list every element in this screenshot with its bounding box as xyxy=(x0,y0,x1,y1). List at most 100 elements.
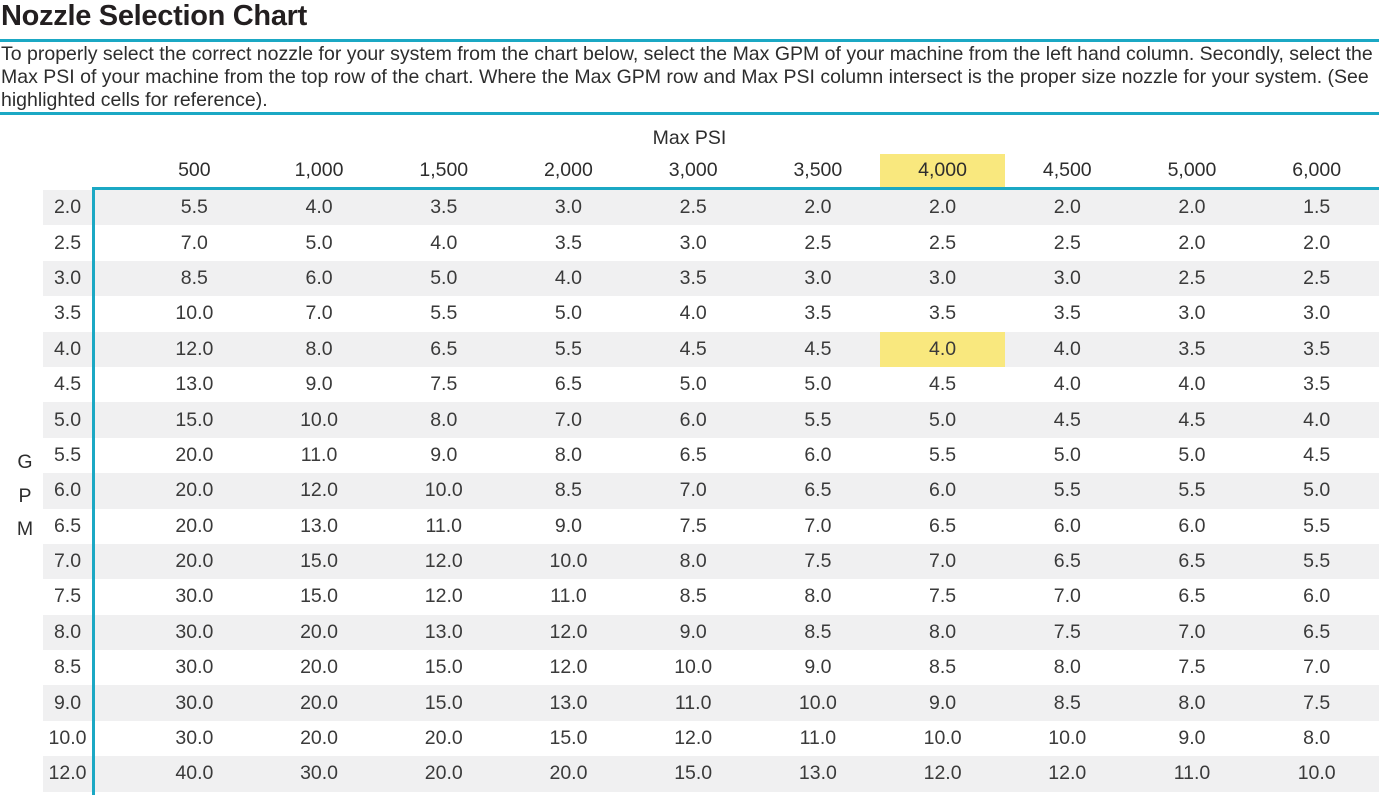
nozzle-size-cell: 2.0 xyxy=(1178,231,1206,254)
nozzle-size-cell: 13.0 xyxy=(798,762,837,785)
nozzle-size-cell: 12.0 xyxy=(1048,762,1087,785)
nozzle-size-cell: 30.0 xyxy=(300,762,339,785)
nozzle-size-cell: 2.5 xyxy=(1178,266,1206,289)
psi-header-cell: 2,000 xyxy=(544,159,593,181)
nozzle-size-cell: 5.5 xyxy=(804,408,832,431)
nozzle-size-cell: 6.0 xyxy=(1053,514,1081,537)
nozzle-size-cell: 4.5 xyxy=(1053,408,1081,431)
gpm-row-label: 8.0 xyxy=(43,614,92,651)
left-gutter xyxy=(0,225,43,261)
nozzle-size-cell: 7.0 xyxy=(305,302,333,325)
nozzle-size-cell: 4.0 xyxy=(679,302,707,325)
nozzle-size-cell: 4.5 xyxy=(929,373,957,396)
nozzle-size-cell: 3.0 xyxy=(1053,266,1081,289)
gpm-row-label: 4.5 xyxy=(53,373,82,396)
nozzle-size-cell: 12.0 xyxy=(424,585,463,608)
row-data: 40.0 30.0 20.0 20.0 15.0 13.0 12.0 12.0 11.0 10.0 xyxy=(92,756,1379,792)
nozzle-size-cell: 15.0 xyxy=(674,762,713,785)
nozzle-size-cell: 3.0 xyxy=(1178,302,1206,325)
nozzle-size-cell: 5.0 xyxy=(305,231,333,254)
nozzle-size-cell: 20.0 xyxy=(175,514,214,537)
psi-header-cell: 4,000 xyxy=(880,154,1005,187)
intro-text: To properly select the correct nozzle fo… xyxy=(1,43,1373,111)
nozzle-size-cell: 20.0 xyxy=(424,727,463,750)
nozzle-size-cell: 3.5 xyxy=(679,266,707,289)
nozzle-size-cell: 10.0 xyxy=(923,727,962,750)
nozzle-size-cell: 15.0 xyxy=(549,727,588,750)
nozzle-size-cell: 3.5 xyxy=(1303,373,1331,396)
nozzle-size-cell: 11.0 xyxy=(300,443,338,466)
nozzle-size-cell: 10.0 xyxy=(674,656,713,679)
nozzle-size-cell: 8.5 xyxy=(679,585,707,608)
nozzle-size-cell: 5.0 xyxy=(1053,443,1081,466)
nozzle-size-cell: 20.0 xyxy=(300,727,339,750)
nozzle-size-cell: 15.0 xyxy=(424,656,463,679)
nozzle-size-cell: 3.5 xyxy=(1053,302,1081,325)
nozzle-size-cell: 5.0 xyxy=(1303,479,1331,502)
left-gutter xyxy=(0,190,43,226)
table-row: 9.0 30.0 20.0 15.0 13.0 11.0 10.0 9.0 8.5 8.0 7.5 xyxy=(0,685,1379,721)
nozzle-size-cell: 7.0 xyxy=(1178,620,1206,643)
gpm-row-label: 2.0 xyxy=(43,190,92,226)
nozzle-size-cell: 4.0 xyxy=(305,196,333,219)
nozzle-size-cell: 4.0 xyxy=(1178,373,1206,396)
left-gutter xyxy=(0,260,43,297)
nozzle-size-cell: 7.5 xyxy=(679,514,707,537)
nozzle-size-cell: 8.5 xyxy=(929,656,957,679)
gpm-row-label: 7.5 xyxy=(53,585,82,608)
row-data: 15.0 10.0 8.0 7.0 6.0 5.5 5.0 4.5 4.5 4.0 xyxy=(92,402,1379,438)
nozzle-size-cell: 13.0 xyxy=(175,373,214,396)
psi-header-cell: 5,000 xyxy=(1167,159,1217,181)
gpm-axis-label: GPM xyxy=(16,451,34,540)
nozzle-size-cell: 13.0 xyxy=(300,514,339,537)
nozzle-size-cell: 8.5 xyxy=(804,620,832,643)
nozzle-size-cell: 6.5 xyxy=(1178,550,1206,573)
row-data: 30.0 15.0 12.0 11.0 8.5 8.0 7.5 7.0 6.5 6.0 xyxy=(92,579,1379,614)
nozzle-size-cell: 12.0 xyxy=(549,620,588,643)
nozzle-size-cell: 5.5 xyxy=(1303,550,1331,573)
nozzle-size-cell: 7.5 xyxy=(1178,656,1206,679)
nozzle-size-cell: 9.0 xyxy=(554,514,583,537)
nozzle-size-cell: 2.0 xyxy=(1178,196,1206,219)
row-data: 5.5 4.0 3.5 3.0 2.5 2.0 2.0 2.0 2.0 1.5 xyxy=(92,190,1379,226)
nozzle-size-cell: 12.0 xyxy=(424,550,463,573)
nozzle-size-cell: 4.0 xyxy=(430,231,458,254)
nozzle-size-cell: 10.0 xyxy=(798,691,837,714)
left-gutter xyxy=(0,437,43,474)
left-gutter xyxy=(0,614,43,651)
nozzle-size-cell: 6.0 xyxy=(305,266,333,289)
gpm-row-label: 5.0 xyxy=(43,402,92,438)
nozzle-size-cell: 2.0 xyxy=(804,196,832,219)
nozzle-size-cell: 10.0 xyxy=(424,479,463,502)
nozzle-size-cell: 8.0 xyxy=(430,408,458,431)
psi-header-cell: 1,000 xyxy=(294,159,344,181)
nozzle-size-cell: 20.0 xyxy=(300,656,339,679)
nozzle-size-cell: 5.5 xyxy=(1303,514,1331,537)
left-gutter xyxy=(0,579,43,615)
nozzle-size-cell: 3.0 xyxy=(804,266,832,289)
nozzle-size-cell: 4.0 xyxy=(1303,408,1331,431)
nozzle-size-cell: 8.0 xyxy=(804,585,832,608)
table-row: 6.0 20.0 12.0 10.0 8.5 7.0 6.5 6.0 5.5 5.5 5.0 xyxy=(0,473,1379,509)
gpm-row-label: 6.0 xyxy=(43,473,92,509)
nozzle-size-cell: 4.0 xyxy=(880,331,1005,367)
nozzle-size-cell: 9.0 xyxy=(1178,727,1206,750)
nozzle-size-cell: 20.0 xyxy=(175,479,214,502)
nozzle-size-cell: 7.5 xyxy=(804,550,832,573)
nozzle-size-cell: 7.0 xyxy=(679,479,707,502)
row-data: 20.0 12.0 10.0 8.5 7.0 6.5 6.0 5.5 5.5 5.0 xyxy=(92,473,1379,509)
nozzle-size-cell: 6.5 xyxy=(679,443,707,466)
psi-header-row: 500 1,000 1,500 2,000 3,000 3,500 4,000 4,500 5,… xyxy=(132,154,1379,187)
left-gutter xyxy=(0,402,43,438)
nozzle-size-cell: 6.0 xyxy=(929,479,957,502)
nozzle-size-cell: 6.5 xyxy=(1053,550,1081,573)
table-row: 5.0 15.0 10.0 8.0 7.0 6.0 5.5 5.0 4.5 4.5 4.0 xyxy=(0,402,1379,438)
row-data: 30.0 20.0 15.0 12.0 10.0 9.0 8.5 8.0 7.5 7.0 xyxy=(92,650,1379,685)
nozzle-size-cell: 15.0 xyxy=(175,408,214,431)
nozzle-size-cell: 30.0 xyxy=(175,620,214,643)
nozzle-size-cell: 8.5 xyxy=(180,266,208,289)
nozzle-size-cell: 4.5 xyxy=(1178,408,1206,431)
nozzle-size-cell: 13.0 xyxy=(549,691,588,714)
nozzle-size-cell: 5.0 xyxy=(554,302,583,325)
nozzle-size-cell: 11.0 xyxy=(550,585,587,608)
